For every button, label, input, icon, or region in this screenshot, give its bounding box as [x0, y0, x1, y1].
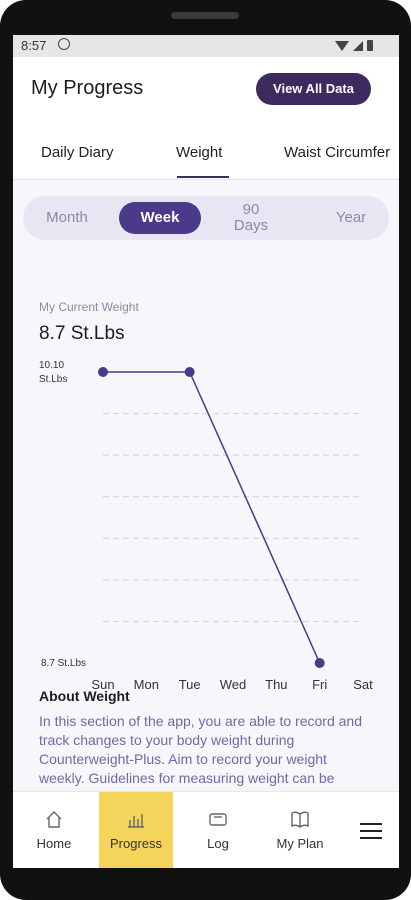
page-title: My Progress: [31, 77, 144, 99]
menu-icon: [360, 822, 382, 839]
x-tick-label-thu: Thu: [265, 677, 288, 692]
speaker-grille: [171, 12, 239, 19]
nav-my-plan-label: My Plan: [276, 836, 324, 851]
series-line: [103, 371, 321, 664]
globe-icon: [58, 38, 70, 50]
data-point-fri: [314, 658, 325, 668]
x-tick-label-wed: Wed: [219, 677, 247, 692]
current-weight-label: My Current Weight: [39, 300, 139, 314]
range-year[interactable]: Year: [335, 209, 367, 226]
about-text: In this section of the app, you are able…: [39, 713, 362, 786]
tab-waist-circumference[interactable]: Waist Circumfer: [284, 144, 391, 161]
status-bar: 8:57: [13, 35, 399, 57]
x-tick-label-fri: Fri: [312, 677, 328, 692]
nav-home-label: Home: [36, 836, 72, 851]
y-tick-label-top-unit: St.Lbs: [39, 374, 67, 385]
y-tick-label-bottom: 8.7 St.Lbs: [41, 658, 86, 669]
nav-menu[interactable]: [343, 792, 399, 868]
x-tick-label-sun: Sun: [91, 677, 115, 692]
weight-content: Month Week 90 Days Year My Current Weigh…: [13, 180, 399, 791]
screen: 8:57 My Progress View All Data Daily Dia…: [13, 35, 399, 868]
nav-progress-label: Progress: [109, 836, 163, 851]
tab-daily-diary[interactable]: Daily Diary: [41, 144, 114, 161]
range-90-days-label: 90 Days: [233, 201, 269, 234]
bottom-nav: Home Progress Log My Plan: [13, 791, 399, 868]
chart-icon: [128, 814, 144, 828]
chart-grid: [103, 413, 363, 622]
active-tab-indicator: [177, 176, 229, 178]
status-icons: [335, 40, 373, 51]
signal-icon: [353, 40, 363, 51]
range-selector: Month Week 90 Days Year: [23, 196, 389, 240]
nav-log[interactable]: Log: [177, 792, 259, 868]
range-month[interactable]: Month: [46, 209, 88, 226]
data-point-sun: [98, 367, 108, 377]
data-point-tue: [184, 367, 195, 377]
x-tick-label-sat: Sat: [353, 677, 373, 692]
nav-progress[interactable]: Progress: [99, 792, 173, 868]
current-weight-value: 8.7 St.Lbs: [39, 323, 125, 344]
weight-chart: 10.10 St.Lbs 8.7 St.Lbs: [39, 360, 363, 669]
nav-log-label: Log: [207, 836, 229, 851]
tab-weight[interactable]: Weight: [176, 144, 223, 161]
wifi-icon: [335, 40, 349, 51]
book-icon: [291, 811, 309, 828]
y-tick-label-top: 10.10: [39, 360, 64, 371]
chart-series: [98, 367, 325, 668]
nav-home[interactable]: Home: [13, 792, 95, 868]
scale-icon: [209, 813, 227, 826]
x-tick-label-tue: Tue: [178, 677, 201, 692]
battery-icon: [367, 40, 373, 51]
status-time: 8:57: [21, 38, 47, 53]
range-week[interactable]: Week: [119, 202, 201, 234]
nav-my-plan[interactable]: My Plan: [259, 792, 341, 868]
app-header: My Progress View All Data: [13, 57, 399, 127]
tab-bar: Daily Diary Weight Waist Circumfer: [13, 127, 399, 180]
view-all-data-button[interactable]: View All Data: [256, 73, 371, 105]
home-icon: [46, 811, 62, 828]
x-tick-label-mon: Mon: [133, 677, 159, 692]
about-title: About Weight: [39, 688, 130, 704]
range-90-days[interactable]: 90 Days: [211, 196, 291, 240]
